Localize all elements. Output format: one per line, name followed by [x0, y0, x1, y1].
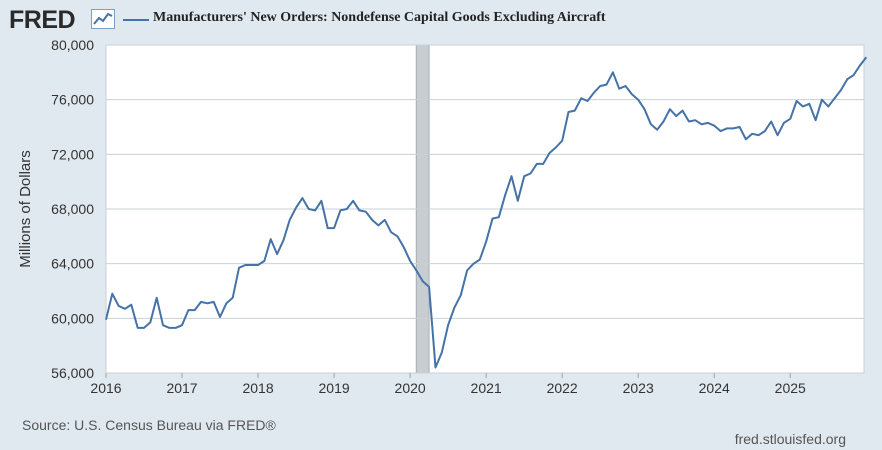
source-credit: Source: U.S. Census Bureau via FRED®	[22, 417, 276, 433]
site-link[interactable]: fred.stlouisfed.org	[734, 431, 846, 447]
chart-title: Manufacturers' New Orders: Nondefense Ca…	[153, 10, 606, 25]
line-graph-icon	[91, 9, 115, 29]
plot-border	[105, 44, 865, 374]
series-line[interactable]	[105, 56, 868, 369]
y-axis-label: Millions of Dollars	[17, 150, 34, 268]
y-tick-label: 68,000	[51, 201, 94, 217]
chart-header: FRED Manufacturers' New Orders: Nondefen…	[0, 0, 882, 40]
y-tick-label: 76,000	[51, 92, 94, 108]
y-tick-label: 56,000	[51, 365, 94, 381]
x-tick-label: 2020	[395, 380, 426, 396]
x-tick-label: 2023	[623, 380, 654, 396]
fred-logo[interactable]: FRED	[9, 6, 76, 34]
x-tick-label: 2024	[699, 380, 730, 396]
y-tick-label: 64,000	[51, 256, 94, 272]
x-tick-label: 2016	[90, 380, 121, 396]
x-tick-label: 2018	[242, 380, 273, 396]
x-tick-label: 2022	[547, 380, 578, 396]
x-tick-label: 2017	[166, 380, 197, 396]
x-tick-label: 2021	[471, 380, 502, 396]
x-tick-label: 2025	[775, 380, 806, 396]
x-tick-label: 2019	[319, 380, 350, 396]
y-tick-label: 60,000	[51, 310, 94, 326]
line-chart: 56,000 60,000 64,000 68,000 72,000 76,000 80,0…	[17, 37, 868, 396]
legend-line-swatch	[123, 19, 149, 21]
y-tick-label: 72,000	[51, 146, 94, 162]
y-tick-label: 80,000	[51, 37, 94, 53]
